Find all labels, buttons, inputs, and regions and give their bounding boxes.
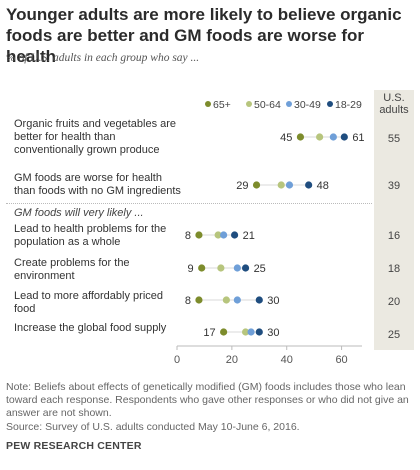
low-value-label: 8 <box>185 295 191 307</box>
data-point <box>241 328 250 336</box>
data-point <box>214 231 222 239</box>
category-label: Lead to health problems for the populati… <box>14 223 167 248</box>
us-value: 25 <box>387 329 401 341</box>
data-point <box>247 328 255 336</box>
data-point <box>255 328 263 336</box>
legend-label: 50-64 <box>254 99 281 111</box>
legend-swatch <box>327 101 333 108</box>
legend-item: 50-64 <box>246 99 281 111</box>
us-value: 39 <box>387 180 401 192</box>
high-value-label: 30 <box>267 295 279 307</box>
data-point <box>195 231 203 239</box>
x-tick-label: 20 <box>226 354 238 366</box>
chart-subtitle: % of U.S. adults in each group who say .… <box>6 52 200 64</box>
divider <box>6 203 372 204</box>
category-label: Increase the global food supply <box>14 322 167 334</box>
legend-swatch <box>205 101 211 108</box>
data-point <box>252 181 261 189</box>
legend-item: 65+ <box>205 99 231 111</box>
us-value: 18 <box>387 263 401 275</box>
data-point <box>195 296 203 304</box>
data-point <box>217 264 225 272</box>
category-label: Create problems for the environment <box>14 257 130 282</box>
x-tick-label: 40 <box>281 354 293 366</box>
legend-item: 18-29 <box>327 99 362 111</box>
data-point <box>233 296 241 304</box>
us-value: 16 <box>387 230 401 242</box>
high-value-label: 61 <box>352 132 364 144</box>
data-point <box>241 264 250 272</box>
chart-note: Note: Beliefs about effects of genetical… <box>6 381 409 419</box>
data-point <box>255 296 263 304</box>
high-value-label: 48 <box>317 180 329 192</box>
category-label: Lead to more affordably priced food <box>14 290 163 315</box>
data-point <box>231 231 239 239</box>
data-point <box>277 181 285 189</box>
low-value-label: 9 <box>188 263 194 275</box>
category-label: GM foods are worse for health than foods… <box>14 172 181 197</box>
data-point <box>220 231 228 239</box>
data-point <box>285 181 294 189</box>
legend-label: 65+ <box>213 99 231 111</box>
us-adults-header: U.S. adults <box>379 92 409 116</box>
category-label: Organic fruits and vegetables are better… <box>14 118 177 156</box>
legend-swatch <box>286 101 292 108</box>
low-value-label: 17 <box>203 327 215 339</box>
data-point <box>222 296 230 304</box>
legend-item: 30-49 <box>286 99 321 111</box>
data-point <box>340 133 348 141</box>
high-value-label: 25 <box>254 263 266 275</box>
data-point <box>296 133 305 141</box>
chart-source: Source: Survey of U.S. adults conducted … <box>6 421 300 433</box>
low-value-label: 45 <box>280 132 292 144</box>
data-point <box>198 264 206 272</box>
data-point <box>233 264 241 272</box>
data-point <box>316 133 324 141</box>
brand-label: PEW RESEARCH CENTER <box>6 440 142 452</box>
data-point <box>329 133 337 141</box>
us-value: 55 <box>387 133 401 145</box>
high-value-label: 21 <box>243 230 255 242</box>
us-adults-column <box>374 90 414 350</box>
x-tick-label: 0 <box>174 354 180 366</box>
low-value-label: 29 <box>236 180 248 192</box>
legend-label: 30-49 <box>294 99 321 111</box>
low-value-label: 8 <box>185 230 191 242</box>
legend-label: 18-29 <box>335 99 362 111</box>
data-point <box>220 328 228 336</box>
data-point <box>305 181 313 189</box>
chart-title: Younger adults are more likely to believ… <box>6 5 402 66</box>
us-value: 20 <box>387 296 401 308</box>
legend-swatch <box>246 101 252 108</box>
x-tick-label: 60 <box>335 354 347 366</box>
high-value-label: 30 <box>267 327 279 339</box>
section-label: GM foods will very likely ... <box>14 207 144 219</box>
